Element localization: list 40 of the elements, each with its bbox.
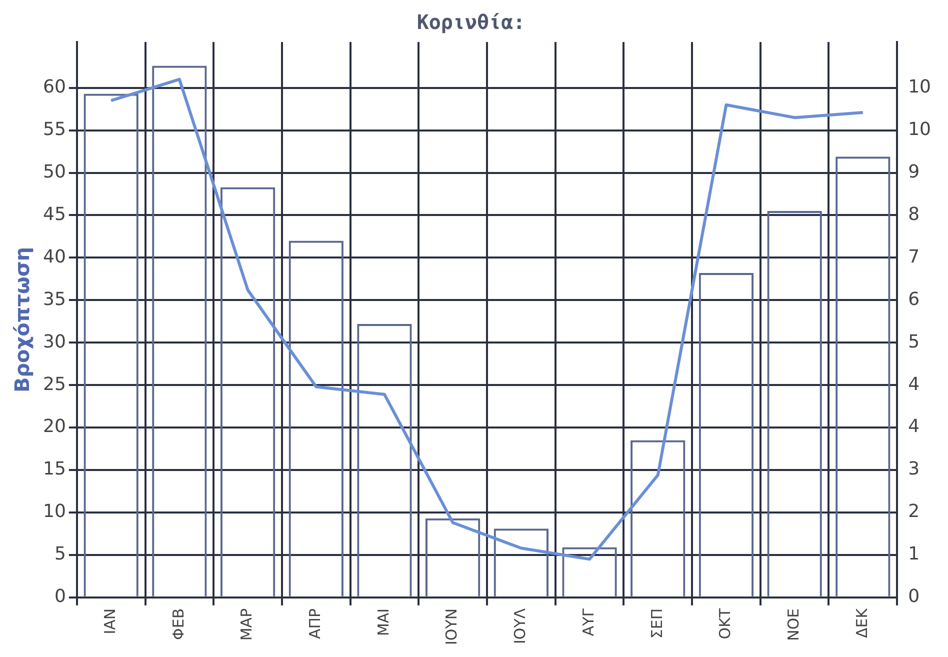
y2-tick-label: 0 — [908, 586, 920, 608]
y-tick-label: 10 — [43, 501, 66, 522]
y-tick-label: 15 — [43, 458, 66, 480]
x-tick-label: ΟΚΤ — [716, 608, 734, 640]
y2-tick-label: 2 — [908, 501, 920, 522]
y-tick-label: 60 — [43, 76, 66, 98]
y-tick-label: 20 — [43, 416, 66, 438]
y-tick-label: 0 — [54, 586, 66, 608]
x-tick-label: ΦΕΒ — [169, 608, 188, 640]
y-tick-label: 35 — [43, 288, 66, 310]
x-tick-label: ΙΟΥΛ — [511, 608, 530, 644]
y-axis-title: Βροχόπτωση — [10, 246, 34, 393]
x-tick-label: ΙΑΝ — [100, 608, 119, 634]
y2-tick-label: 6 — [908, 288, 920, 310]
y-tick-label: 30 — [43, 331, 66, 352]
y2-tick-label: 7 — [908, 246, 920, 268]
y2-tick-label: 5 — [908, 331, 920, 352]
x-tick-label: ΑΠΡ — [306, 608, 324, 639]
x-tick-label: ΙΟΥΝ — [442, 608, 461, 646]
y-tick-label: 25 — [43, 374, 66, 395]
y2-tick-label: 3 — [908, 458, 920, 480]
chart-title: Κορινθία: — [416, 10, 526, 34]
x-tick-label: ΣΕΠ — [648, 608, 666, 639]
y2-tick-label: 1 — [908, 544, 920, 565]
y-tick-label: 55 — [43, 118, 66, 140]
y2-tick-label: 10 — [908, 76, 931, 98]
y-tick-label: 50 — [43, 161, 66, 182]
y2-tick-label: 10 — [908, 118, 931, 140]
y2-tick-label: 9 — [908, 161, 920, 182]
y2-tick-label: 8 — [908, 204, 920, 225]
x-tick-label: ΔΕΚ — [852, 607, 871, 638]
x-tick-label: ΑΥΓ — [579, 608, 598, 636]
y2-tick-label: 4 — [908, 416, 920, 438]
x-tick-label: ΝΟΕ — [784, 608, 802, 641]
x-tick-label: ΜΑΡ — [238, 608, 256, 641]
y-tick-label: 5 — [54, 544, 66, 565]
y-tick-label: 40 — [43, 246, 66, 268]
y2-tick-label: 4 — [908, 374, 920, 395]
x-tick-label: ΜΑΙ — [374, 608, 392, 636]
y-tick-label: 45 — [43, 204, 66, 225]
